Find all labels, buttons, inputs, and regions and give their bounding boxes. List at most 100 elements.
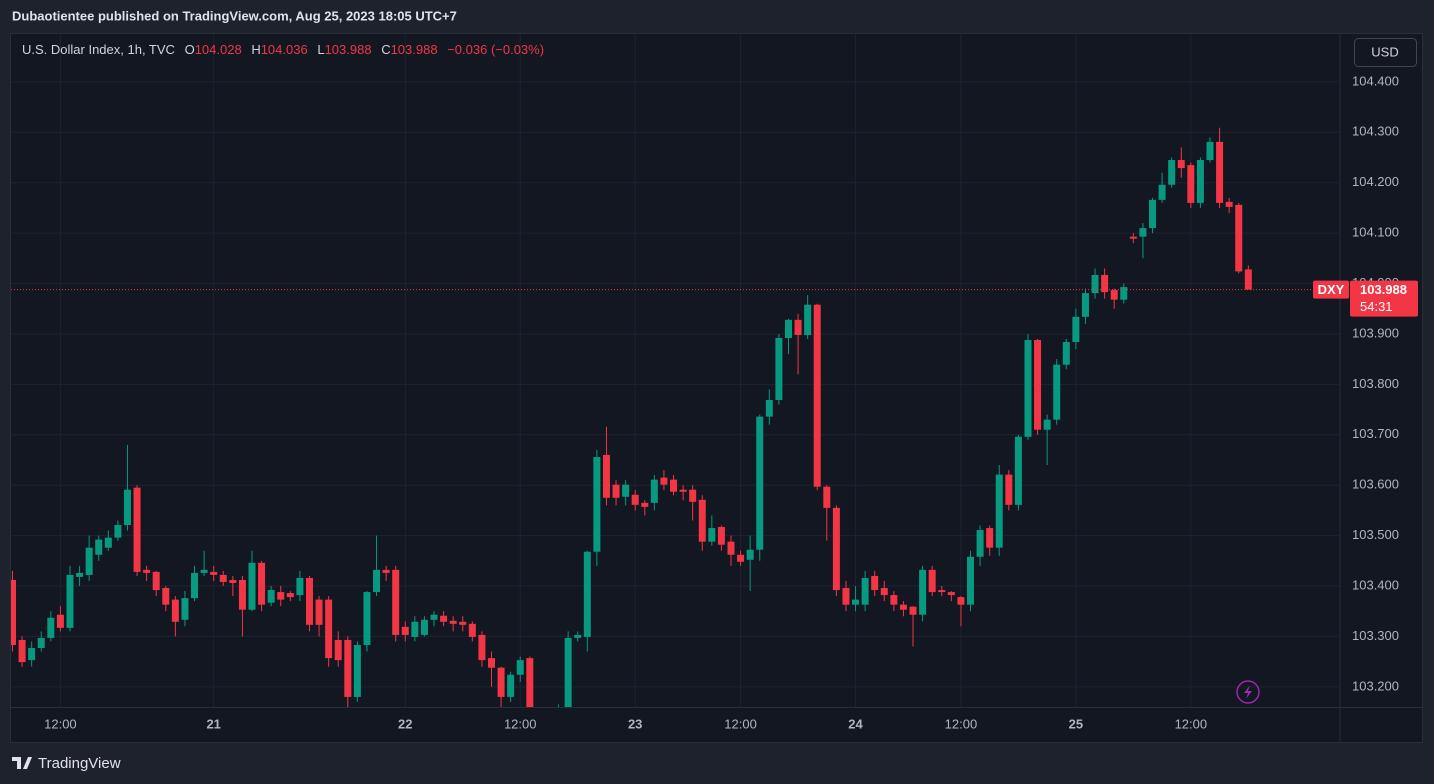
x-tick-label: 21: [206, 716, 220, 731]
y-tick-label: 103.300: [1352, 628, 1399, 643]
legend-low-label: L: [317, 42, 324, 57]
candle-body: [152, 571, 160, 591]
brand-logo: [12, 757, 32, 769]
y-tick-label: 104.400: [1352, 73, 1399, 88]
candle-body: [286, 593, 294, 598]
candle-body: [861, 577, 869, 605]
candle-body: [1014, 436, 1022, 505]
legend-high-label: H: [251, 42, 260, 57]
candle-body: [258, 562, 266, 605]
candle-body: [526, 658, 534, 707]
currency-label[interactable]: USD: [1371, 44, 1398, 59]
candle-body: [1149, 199, 1157, 229]
candle-body: [277, 592, 285, 600]
candle-body: [1005, 474, 1013, 505]
candle-body: [411, 621, 419, 637]
y-tick-label: 103.600: [1352, 477, 1399, 492]
x-tick-label: 23: [628, 716, 642, 731]
candle-body: [823, 486, 831, 508]
candle-body: [775, 337, 783, 400]
alert-bolt: [1244, 685, 1252, 699]
candle-body: [133, 487, 141, 572]
candle-body: [305, 577, 313, 625]
candle-body: [1062, 342, 1070, 365]
candle-body: [468, 623, 476, 637]
y-tick-label: 103.900: [1352, 325, 1399, 340]
x-tick-label: 12:00: [1175, 716, 1208, 731]
candle-body: [37, 637, 45, 649]
candle-body: [708, 528, 716, 542]
candle-body: [238, 579, 246, 610]
candle-body: [507, 674, 515, 697]
candle-body: [679, 489, 687, 492]
alert-icon[interactable]: [1236, 680, 1260, 704]
candle-body: [363, 592, 371, 645]
candle-body: [1024, 340, 1032, 437]
candle-body: [717, 527, 725, 545]
candle-body: [430, 614, 438, 620]
candle-body: [852, 599, 860, 605]
candle-body: [1177, 160, 1185, 169]
candle-body: [56, 614, 64, 628]
candle-body: [919, 569, 927, 615]
candle-body: [420, 619, 428, 635]
candle-body: [373, 569, 381, 593]
candle-body: [401, 626, 409, 635]
currency-button[interactable]: [1354, 38, 1417, 67]
candle-body: [1101, 274, 1109, 293]
legend-change: −0.036 (−0.03%): [447, 42, 544, 57]
candle-body: [1072, 316, 1080, 343]
candle-body: [210, 571, 218, 575]
candle-body: [1139, 228, 1147, 237]
candle-body: [1158, 184, 1166, 200]
candle-body: [296, 577, 304, 596]
publisher: Dubaotientee published on TradingView.co…: [12, 8, 457, 23]
candle-body: [123, 489, 131, 526]
candle-body: [1216, 141, 1224, 203]
legend-title: U.S. Dollar Index, 1h, TVC O104.028 H104…: [22, 42, 544, 57]
candle-body: [756, 416, 764, 550]
candle-body: [670, 479, 678, 492]
candle-body: [353, 644, 361, 697]
candle-body: [267, 590, 275, 603]
candle-body: [248, 562, 256, 610]
candle-body: [11, 579, 16, 645]
y-tick-label: 103.200: [1352, 678, 1399, 693]
last-price-label: 103.988: [1360, 282, 1407, 297]
candle-body: [794, 319, 802, 335]
candle-body: [641, 502, 649, 507]
candle-body: [1206, 141, 1214, 161]
x-tick-label: 12:00: [724, 716, 757, 731]
candle-body: [181, 598, 189, 620]
candle-body: [47, 617, 55, 638]
candle-body: [1129, 236, 1137, 239]
brand: TradingView: [38, 755, 121, 772]
candle-body: [650, 479, 658, 503]
symbol-label: DXY: [1318, 282, 1345, 297]
legend-close: 103.988: [391, 42, 438, 57]
candle-body: [1225, 201, 1233, 207]
candle-body: [842, 588, 850, 605]
candle-body: [947, 592, 955, 596]
candle-body: [631, 494, 639, 505]
candle-body: [698, 499, 706, 542]
candle-body: [229, 579, 237, 583]
legend-open: 104.028: [195, 42, 242, 57]
candle-body: [813, 304, 821, 487]
legend-close-label: C: [381, 42, 390, 57]
candle-body: [162, 588, 170, 605]
candle-body: [1053, 364, 1061, 420]
legend-symbol: U.S. Dollar Index, 1h, TVC: [22, 42, 175, 57]
y-tick-label: 104.100: [1352, 225, 1399, 240]
candle-body: [1034, 340, 1042, 430]
candle-body: [104, 537, 112, 548]
x-tick-label: 12:00: [504, 716, 537, 731]
candle-body: [488, 658, 495, 668]
candle-body: [957, 597, 965, 605]
candle-body: [938, 590, 946, 593]
y-tick-label: 104.300: [1352, 124, 1399, 139]
y-tick-label: 103.500: [1352, 527, 1399, 542]
candle-body: [18, 639, 26, 663]
candle-body: [459, 621, 467, 625]
